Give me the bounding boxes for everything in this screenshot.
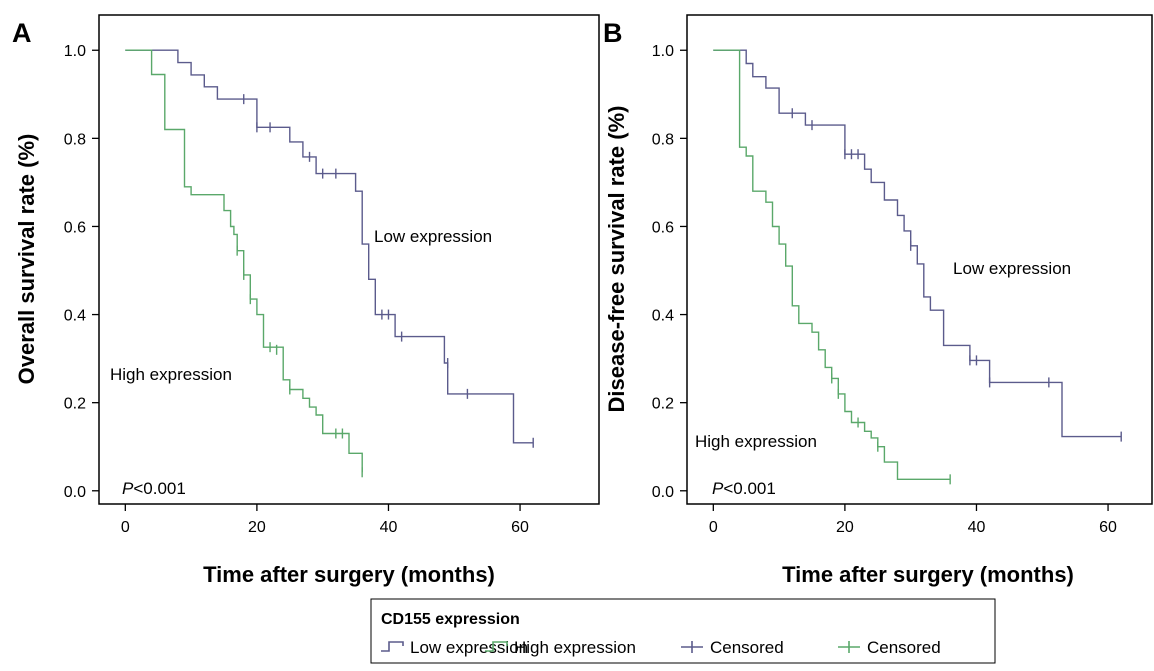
panel-b-high-curve xyxy=(713,49,951,480)
panel-a-y-tick-label: 1.0 xyxy=(64,43,86,60)
panel-a-high-curve xyxy=(125,49,363,473)
panel-b-y-tick-label: 0.4 xyxy=(652,308,674,325)
panel-b-low-curve xyxy=(713,49,1122,438)
panel-a-x-tick-label: 60 xyxy=(511,519,529,536)
panel-b: B 0 20 40 60 0.0 0.2 0.4 0.6 0.8 1.0 Low expressi… xyxy=(603,14,1153,587)
panel-a-x-axis-title: Time after surgery (months) xyxy=(203,562,495,587)
panel-a-y-tick-label: 0.8 xyxy=(64,131,86,148)
panel-b-y-tick-label: 1.0 xyxy=(652,43,674,60)
panel-b-frame xyxy=(686,14,1153,505)
panel-b-low-label: Low expression xyxy=(953,259,1071,278)
panel-a-y-tick-label: 0.6 xyxy=(64,219,86,236)
panel-a: A 0 20 40 60 0.0 0.2 0.4 0.6 0.8 1.0 Low expressi… xyxy=(12,14,600,587)
panel-b-x-axis-title: Time after surgery (months) xyxy=(782,562,1074,587)
legend-title: CD155 expression xyxy=(381,611,520,628)
panel-b-y-axis-title: Disease-free survival rate (%) xyxy=(604,106,629,413)
legend-box xyxy=(370,598,996,664)
panel-a-letter: A xyxy=(12,18,32,48)
panel-a-x-tick-label: 40 xyxy=(380,519,398,536)
panel-a-y-tick-label: 0.4 xyxy=(64,308,86,325)
legend-swatch-high-line xyxy=(485,641,508,652)
panel-b-letter: B xyxy=(603,18,623,48)
legend-label-high-tick: Censored xyxy=(867,638,941,657)
legend-label-low-step: Low expression xyxy=(410,638,528,657)
panel-a-curves xyxy=(125,49,534,478)
legend-label-high-step: High expression xyxy=(514,638,636,657)
panel-a-p-value: P<0.001 xyxy=(122,479,186,498)
panel-b-y-tick-label: 0.2 xyxy=(652,396,674,413)
panel-a-y-axis-title: Overall survival rate (%) xyxy=(14,134,39,385)
panel-a-ticks: 0 20 40 60 0.0 0.2 0.4 0.6 0.8 1.0 xyxy=(64,43,529,536)
panel-b-y-tick-label: 0.0 xyxy=(652,484,674,501)
panel-b-x-tick-label: 60 xyxy=(1099,519,1117,536)
legend-label-low-tick: Censored xyxy=(710,638,784,657)
panel-b-p-value: P<0.001 xyxy=(712,479,776,498)
panel-b-high-label: High expression xyxy=(695,432,817,451)
panel-a-y-tick-label: 0.0 xyxy=(64,484,86,501)
panel-a-x-tick-label: 20 xyxy=(248,519,266,536)
panel-a-frame xyxy=(98,14,600,505)
panel-b-y-tick-label: 0.6 xyxy=(652,219,674,236)
panel-a-y-tick-label: 0.2 xyxy=(64,396,86,413)
panel-b-ticks: 0 20 40 60 0.0 0.2 0.4 0.6 0.8 1.0 xyxy=(652,43,1117,536)
panel-a-x-tick-label: 0 xyxy=(121,519,130,536)
panel-b-y-tick-label: 0.8 xyxy=(652,131,674,148)
panel-a-low-label: Low expression xyxy=(374,227,492,246)
panel-b-x-tick-label: 20 xyxy=(836,519,854,536)
panel-b-curves xyxy=(713,49,1122,485)
panel-b-x-tick-label: 0 xyxy=(709,519,718,536)
legend-swatch-low-line xyxy=(381,641,404,652)
panel-b-x-tick-label: 40 xyxy=(968,519,986,536)
panel-a-low-curve xyxy=(125,49,534,444)
panel-a-high-label: High expression xyxy=(110,365,232,384)
